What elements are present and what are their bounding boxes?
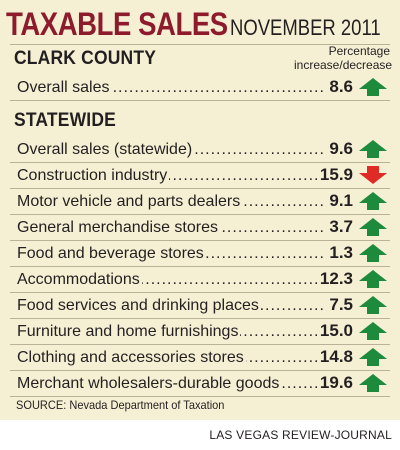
- table-row: ........................................…: [0, 74, 400, 100]
- row-value: 15.9: [317, 165, 353, 185]
- row-value: 9.6: [327, 139, 353, 159]
- header-divider: [10, 44, 390, 45]
- row-label: Clothing and accessories stores: [17, 348, 246, 368]
- arrow-up-icon: [359, 296, 387, 314]
- arrow-up-icon: [359, 348, 387, 366]
- row-label: Construction industry: [17, 166, 170, 186]
- row-divider: [10, 100, 390, 101]
- row-divider: [10, 240, 390, 241]
- row-divider: [10, 396, 390, 397]
- row-divider: [10, 188, 390, 189]
- source-note: SOURCE: Nevada Department of Taxation: [16, 398, 225, 412]
- row-value: 15.0: [317, 321, 353, 341]
- row-label: Merchant wholesalers-durable goods: [17, 374, 282, 394]
- chart-header: TAXABLE SALES NOVEMBER 2011: [6, 6, 396, 42]
- arrow-down-icon: [359, 166, 387, 184]
- chart-subtitle: NOVEMBER 2011: [230, 15, 381, 40]
- row-value: 8.6: [327, 77, 353, 97]
- publisher-credit: LAS VEGAS REVIEW-JOURNAL: [209, 428, 392, 442]
- table-row: ........................................…: [0, 240, 400, 266]
- row-value: 7.5: [327, 295, 353, 315]
- row-divider: [10, 162, 390, 163]
- value-column-header: Percentage increase/decrease: [294, 44, 393, 72]
- row-label: Food and beverage stores: [17, 244, 206, 264]
- value-column-header-text: Percentage increase/decrease: [294, 44, 393, 72]
- row-value: 19.6: [317, 373, 353, 393]
- table-row: ........................................…: [0, 344, 400, 370]
- row-divider: [10, 214, 390, 215]
- table-row: ........................................…: [0, 318, 400, 344]
- table-row: ........................................…: [0, 214, 400, 240]
- arrow-up-icon: [359, 192, 387, 210]
- section-heading-statewide: STATEWIDE: [14, 110, 117, 131]
- chart-title: TAXABLE SALES: [6, 6, 228, 42]
- row-label: Food services and drinking places: [17, 296, 261, 316]
- arrow-up-icon: [359, 270, 387, 288]
- row-divider: [10, 370, 390, 371]
- row-label: Furniture and home furnishings: [17, 322, 241, 342]
- row-value: 14.8: [317, 347, 353, 367]
- row-label: Motor vehicle and parts dealers: [17, 192, 243, 212]
- table-row: ........................................…: [0, 188, 400, 214]
- row-divider: [10, 292, 390, 293]
- row-value: 9.1: [327, 191, 353, 211]
- chart-panel: TAXABLE SALES NOVEMBER 2011 CLARK COUNTY…: [0, 0, 400, 420]
- row-value: 1.3: [327, 243, 353, 263]
- row-value: 3.7: [327, 217, 353, 237]
- row-label: General merchandise stores: [17, 218, 220, 238]
- row-value: 12.3: [317, 269, 353, 289]
- table-row: ........................................…: [0, 292, 400, 318]
- arrow-up-icon: [359, 218, 387, 236]
- row-divider: [10, 344, 390, 345]
- row-divider: [10, 318, 390, 319]
- table-row: ........................................…: [0, 136, 400, 162]
- row-label: Accommodations: [17, 270, 142, 290]
- arrow-up-icon: [359, 78, 387, 96]
- arrow-up-icon: [359, 140, 387, 158]
- section-heading-clark-county: CLARK COUNTY: [14, 48, 157, 69]
- table-row: ........................................…: [0, 370, 400, 396]
- arrow-up-icon: [359, 244, 387, 262]
- table-row: ........................................…: [0, 162, 400, 188]
- row-label: Overall sales: [17, 78, 112, 98]
- row-label: Overall sales (statewide): [17, 140, 195, 160]
- row-divider: [10, 266, 390, 267]
- arrow-up-icon: [359, 322, 387, 340]
- table-row: ........................................…: [0, 266, 400, 292]
- arrow-up-icon: [359, 374, 387, 392]
